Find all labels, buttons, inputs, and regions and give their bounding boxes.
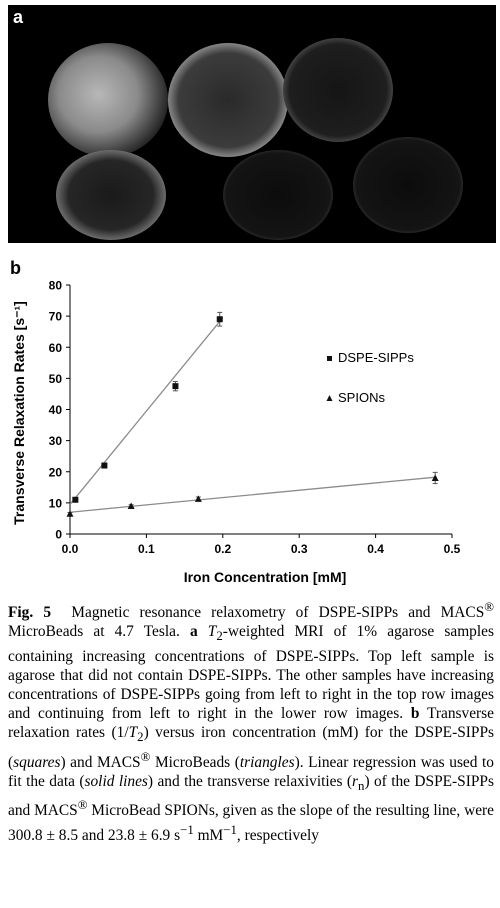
y-tick-label: 40	[49, 403, 63, 417]
y-tick-label: 30	[49, 434, 63, 448]
mri-sample-3	[283, 38, 393, 142]
legend-marker-square	[327, 356, 332, 361]
data-point-square	[216, 316, 223, 323]
panel-b-label: b	[10, 258, 21, 278]
figure-caption: Fig. 5 Magnetic resonance relaxometry of…	[8, 598, 494, 845]
data-point-square	[172, 383, 179, 390]
x-tick-label: 0.2	[214, 542, 231, 556]
legend-label: SPIONs	[338, 390, 385, 405]
data-point-square	[101, 462, 108, 469]
y-tick-label: 20	[49, 465, 63, 479]
y-tick-label: 10	[49, 496, 63, 510]
caption-fig-label: Fig. 5	[8, 604, 52, 622]
x-axis-label: Iron Concentration [mM]	[184, 569, 347, 585]
data-point-square	[72, 496, 79, 503]
mri-sample-4	[56, 150, 166, 240]
y-tick-label: 0	[55, 528, 62, 542]
x-tick-label: 0.4	[367, 542, 384, 556]
y-tick-label: 80	[49, 279, 63, 293]
mri-sample-5	[223, 150, 333, 240]
data-point-triangle	[66, 510, 74, 517]
caption-text: Fig. 5 Magnetic resonance relaxometry of…	[8, 600, 495, 844]
mri-sample-1	[48, 43, 168, 157]
y-tick-label: 60	[49, 341, 63, 355]
tick-labels: 0 10 20 30 40 50 60 70 80 0.0 0.1 0.2 0.3 0.4 0.5	[49, 279, 461, 557]
mri-sample-6	[353, 137, 463, 233]
x-tick-label: 0.3	[291, 542, 308, 556]
chart-legend: DSPE-SIPPs SPIONs	[326, 350, 414, 405]
data-point-triangle	[194, 495, 202, 502]
fit-line-2	[69, 476, 437, 513]
data-point-triangle	[127, 502, 135, 509]
fit-lines	[69, 317, 437, 513]
legend-marker-triangle	[326, 395, 333, 401]
data-point-triangle	[431, 474, 439, 481]
y-tick-label: 70	[49, 310, 63, 324]
fit-line-1	[69, 317, 224, 505]
relaxation-chart: b 0 10 20 30 40 50 60 70 80 0.0 0.1 0.2 0.3 0.4 0.5 Ir…	[10, 258, 461, 585]
y-axis-label: Transverse Relaxation Rates [s⁻¹]	[11, 301, 27, 525]
y-tick-label: 50	[49, 372, 63, 386]
x-tick-label: 0.5	[444, 542, 461, 556]
x-tick-label: 0.0	[62, 542, 79, 556]
mri-image-panel: a	[8, 5, 496, 243]
mri-samples-image	[48, 38, 463, 240]
chart-axes	[66, 284, 453, 538]
legend-label: DSPE-SIPPs	[338, 350, 414, 365]
panel-a-label: a	[13, 7, 24, 27]
mri-sample-2	[168, 43, 288, 157]
x-tick-label: 0.1	[138, 542, 155, 556]
data-points	[66, 311, 439, 517]
